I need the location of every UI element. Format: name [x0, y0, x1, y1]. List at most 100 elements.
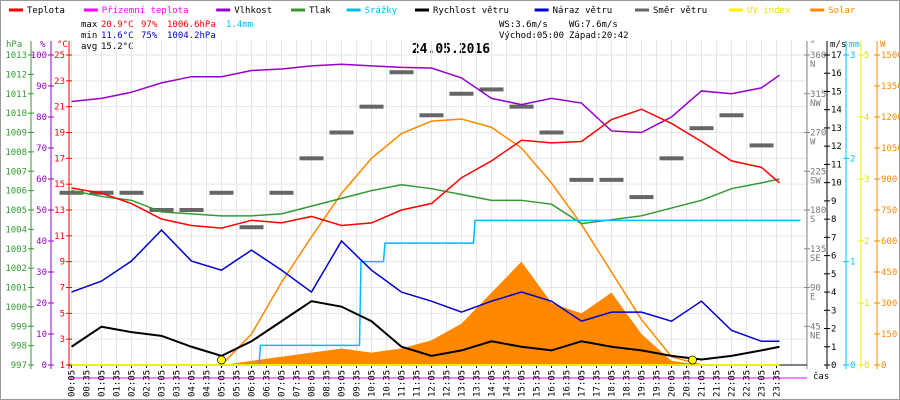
pct-tick-label: 100: [31, 51, 47, 61]
dir-compass-label: NW: [810, 99, 821, 109]
legend-label-3: Tlak: [309, 6, 331, 16]
x-tick-label: 15:05: [518, 370, 528, 397]
uv-tick-label: 4: [864, 113, 869, 123]
x-tick-label: 09:35: [353, 370, 363, 397]
ms-tick-label: 4: [831, 288, 836, 298]
hpa-tick-label: 1013: [5, 51, 27, 61]
temp-tick-label: 15: [54, 180, 65, 190]
legend-label-0: Teplota: [27, 6, 65, 16]
wind-dir-mark: [419, 113, 444, 118]
legend-label-4: Srážky: [365, 6, 398, 16]
temp-tick-label: 23: [54, 77, 65, 87]
temp-unit: °C: [57, 40, 68, 50]
temp-tick-label: 3: [60, 335, 65, 345]
x-tick-label: 16:05: [548, 370, 558, 397]
pct-unit: %: [40, 40, 46, 50]
hpa-tick-label: 997: [11, 361, 27, 371]
w-tick-label: 600: [881, 237, 897, 247]
uv-tick-label: 1: [864, 299, 869, 309]
dir-tick-label: 45: [810, 322, 821, 332]
x-tick-label: 15:35: [533, 370, 543, 397]
x-tick-label: 11:05: [398, 370, 408, 397]
wind-dir-mark: [299, 156, 324, 161]
temperature-line: [71, 108, 780, 229]
pct-tick-label: 90: [36, 82, 47, 92]
x-tick-label: 10:05: [368, 370, 378, 397]
x-tick-label: 06:35: [263, 370, 273, 397]
w-tick-label: 1200: [881, 113, 900, 123]
x-tick-label: 06:05: [248, 370, 258, 397]
temp-tick-label: 5: [60, 309, 65, 319]
dir-compass-label: NE: [810, 331, 821, 341]
x-tick-label: 04:05: [188, 370, 198, 397]
hpa-unit: hPa: [6, 40, 22, 50]
stat-max-hum: 97%: [141, 20, 158, 30]
hpa-tick-label: 998: [11, 342, 27, 352]
x-tick-label: 07:05: [278, 370, 288, 397]
temp-tick-label: 9: [60, 258, 65, 268]
dir-tick-label: 360: [810, 51, 826, 61]
sunrise-marker: [217, 355, 226, 365]
x-tick-label: 13:05: [458, 370, 468, 397]
pct-tick-label: 10: [36, 330, 47, 340]
wind-dir-mark: [569, 177, 594, 182]
uv-tick-label: 5: [864, 51, 869, 61]
dir-tick-label: 270: [810, 129, 826, 139]
ms-tick-label: 11: [831, 160, 842, 170]
x-tick-label: 19:05: [638, 370, 648, 397]
x-tick-label: 21:35: [713, 370, 723, 397]
stat-avg-temp: 15.2°C: [101, 42, 134, 52]
x-tick-label: 11:35: [413, 370, 423, 397]
x-tick-label: 12:35: [443, 370, 453, 397]
pct-tick-label: 40: [36, 237, 47, 247]
x-tick-label: 22:05: [728, 370, 738, 397]
x-tick-label: 18:05: [608, 370, 618, 397]
dir-compass-label: W: [810, 138, 816, 148]
ms-tick-label: 7: [831, 233, 836, 243]
hpa-tick-label: 1001: [5, 284, 27, 294]
dir-compass-label: N: [810, 60, 815, 70]
ms-tick-label: 1: [831, 343, 836, 353]
legend-label-6: Náraz větru: [553, 6, 613, 16]
stat-max-temp: 20.9°C: [101, 20, 134, 30]
wind-dir-mark: [659, 156, 684, 161]
mm-unit: mm: [849, 40, 860, 50]
ms-tick-label: 0: [831, 361, 836, 371]
x-tick-label: 01:05: [98, 370, 108, 397]
x-tick-label: 17:05: [578, 370, 588, 397]
ms-tick-label: 8: [831, 215, 836, 225]
hpa-tick-label: 1002: [5, 264, 27, 274]
wind-dir-mark: [59, 190, 84, 195]
dir-tick-label: 180: [810, 206, 826, 216]
temp-tick-label: 7: [60, 284, 65, 294]
stat-sunrise: Východ:05:00: [499, 31, 564, 41]
wind-dir-mark: [449, 91, 474, 96]
temp-tick-label: 11: [54, 232, 65, 242]
humidity-line: [71, 63, 780, 134]
wind-dir-mark: [539, 130, 564, 135]
legend-label-7: Směr větru: [653, 6, 707, 16]
x-tick-label: 08:05: [308, 370, 318, 397]
legend-label-5: Rychlost větru: [433, 6, 509, 16]
stat-min-label: min: [81, 31, 97, 41]
hpa-tick-label: 1008: [5, 148, 27, 158]
wind-dir-mark: [719, 113, 744, 118]
hpa-tick-label: 1005: [5, 206, 27, 216]
pct-tick-label: 0: [42, 361, 47, 371]
x-tick-label: 17:35: [593, 370, 603, 397]
dir-compass-label: E: [810, 293, 815, 303]
dir-tick-label: 315: [810, 90, 826, 100]
ms-tick-label: 14: [831, 106, 842, 116]
wind-speed-line: [70, 300, 780, 361]
dir-tick-label: 135: [810, 245, 826, 255]
wind-dir-mark: [599, 177, 624, 182]
x-tick-label: 20:05: [668, 370, 678, 397]
hpa-tick-label: 1010: [5, 109, 27, 119]
x-tick-label: 03:35: [173, 370, 183, 397]
temp-tick-label: 21: [54, 103, 65, 113]
wind-dir-mark: [389, 70, 414, 75]
stat-max-label: max: [81, 20, 98, 30]
x-tick-label: 01:35: [113, 370, 123, 397]
stat-ws: WS:3.6m/s: [499, 20, 548, 30]
x-tick-label: 09:05: [338, 370, 348, 397]
